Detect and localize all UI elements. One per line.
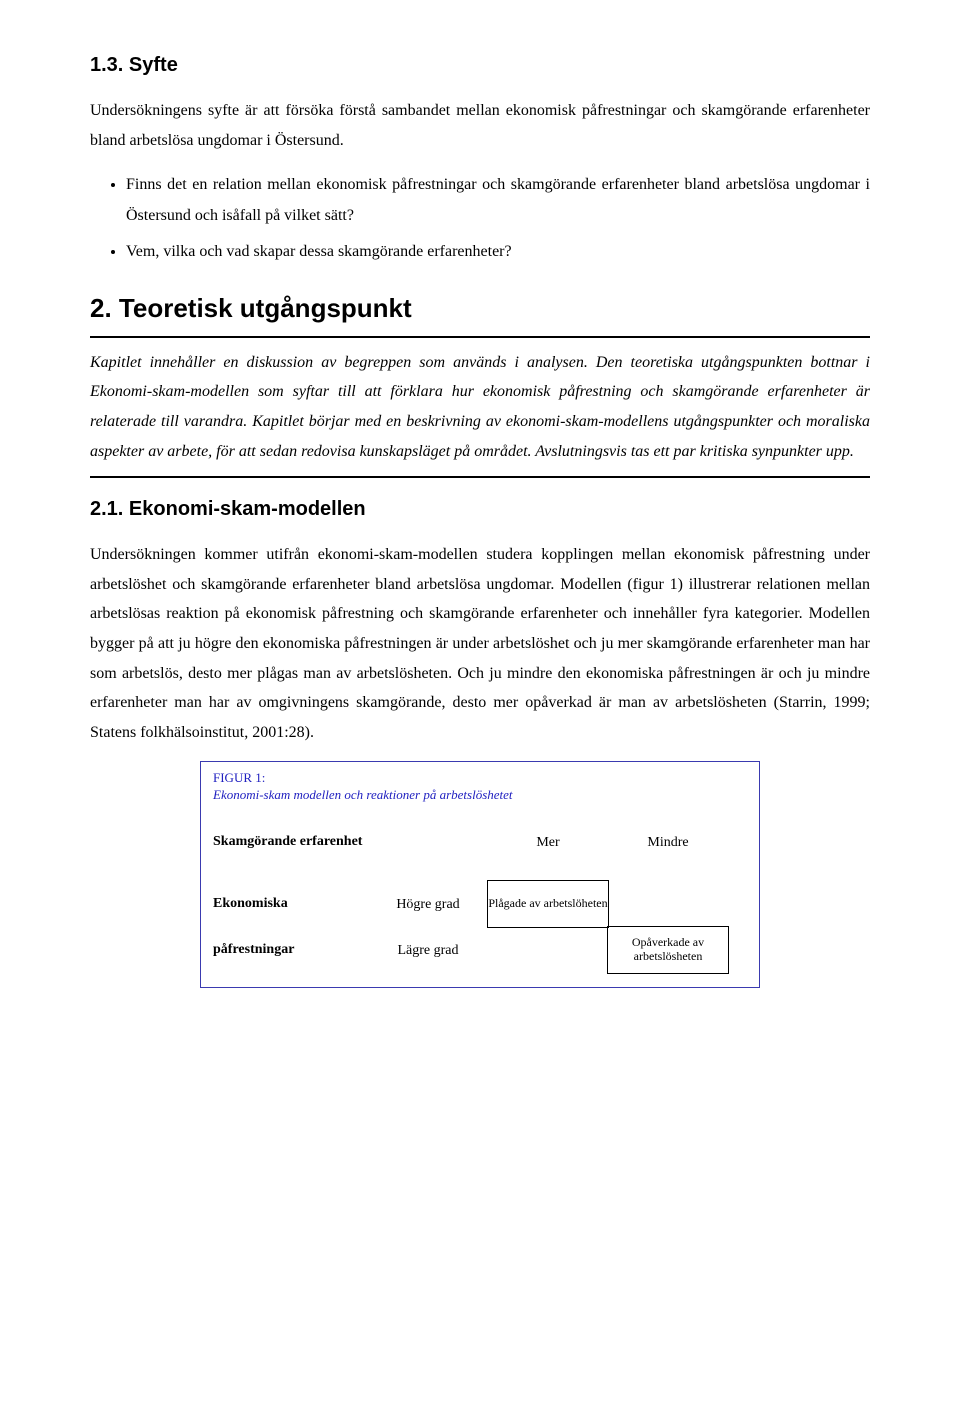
col-label-mindre: Mindre [608,832,728,853]
cell-bot-left [488,927,608,973]
col-axis-label: Ekonomiska [213,895,368,913]
ruled-intro-block: Kapitlet innehåller en diskussion av beg… [90,336,870,478]
figure-desc: Ekonomi-skam modellen och reaktioner på … [213,787,513,802]
matrix-row-2: påfrestningar Lägre grad Opåverkade av a… [213,927,747,973]
col-axis-label-2: påfrestningar [213,941,368,959]
bullet-item: Vem, vilka och vad skapar dessa skamgöra… [126,236,870,267]
intro-italic: Kapitlet innehåller en diskussion av beg… [90,348,870,466]
cell-top-left: Plågade av arbetslöheten [488,881,608,927]
figure-label: FIGUR 1: [213,770,265,785]
grade-hogre: Högre grad [368,894,488,915]
grade-lagre: Lägre grad [368,940,488,961]
heading-2-teoretisk: 2. Teoretisk utgångspunkt [90,289,870,328]
col-label-mer: Mer [488,832,608,853]
cell-top-right [608,881,728,927]
heading-2-1-ekonomi-skam: 2.1. Ekonomi-skam-modellen [90,494,870,524]
bullet-list-syfte: Finns det en relation mellan ekonomisk p… [126,169,870,267]
matrix-col-header-row: Skamgörande erfarenhet Mer Mindre [213,832,747,853]
heading-1-3-syfte: 1.3. Syfte [90,50,870,80]
figure-1-wrap: FIGUR 1: Ekonomi-skam modellen och reakt… [90,761,870,988]
cell-bot-right: Opåverkade av arbetslösheten [608,927,728,973]
figure-1: FIGUR 1: Ekonomi-skam modellen och reakt… [200,761,760,988]
col-axis-line2: påfrestningar [213,942,294,957]
figure-title: FIGUR 1: Ekonomi-skam modellen och reakt… [213,770,747,804]
bullet-item: Finns det en relation mellan ekonomisk p… [126,169,870,231]
row-axis-label: Skamgörande erfarenhet [213,833,368,851]
col-axis-line1: Ekonomiska [213,896,288,911]
matrix-row-1: Ekonomiska Högre grad Plågade av arbetsl… [213,881,747,927]
para-syfte: Undersökningens syfte är att försöka för… [90,96,870,155]
para-2-1: Undersökningen kommer utifrån ekonomi-sk… [90,540,870,747]
figure-matrix: Skamgörande erfarenhet Mer Mindre Ekonom… [213,832,747,973]
